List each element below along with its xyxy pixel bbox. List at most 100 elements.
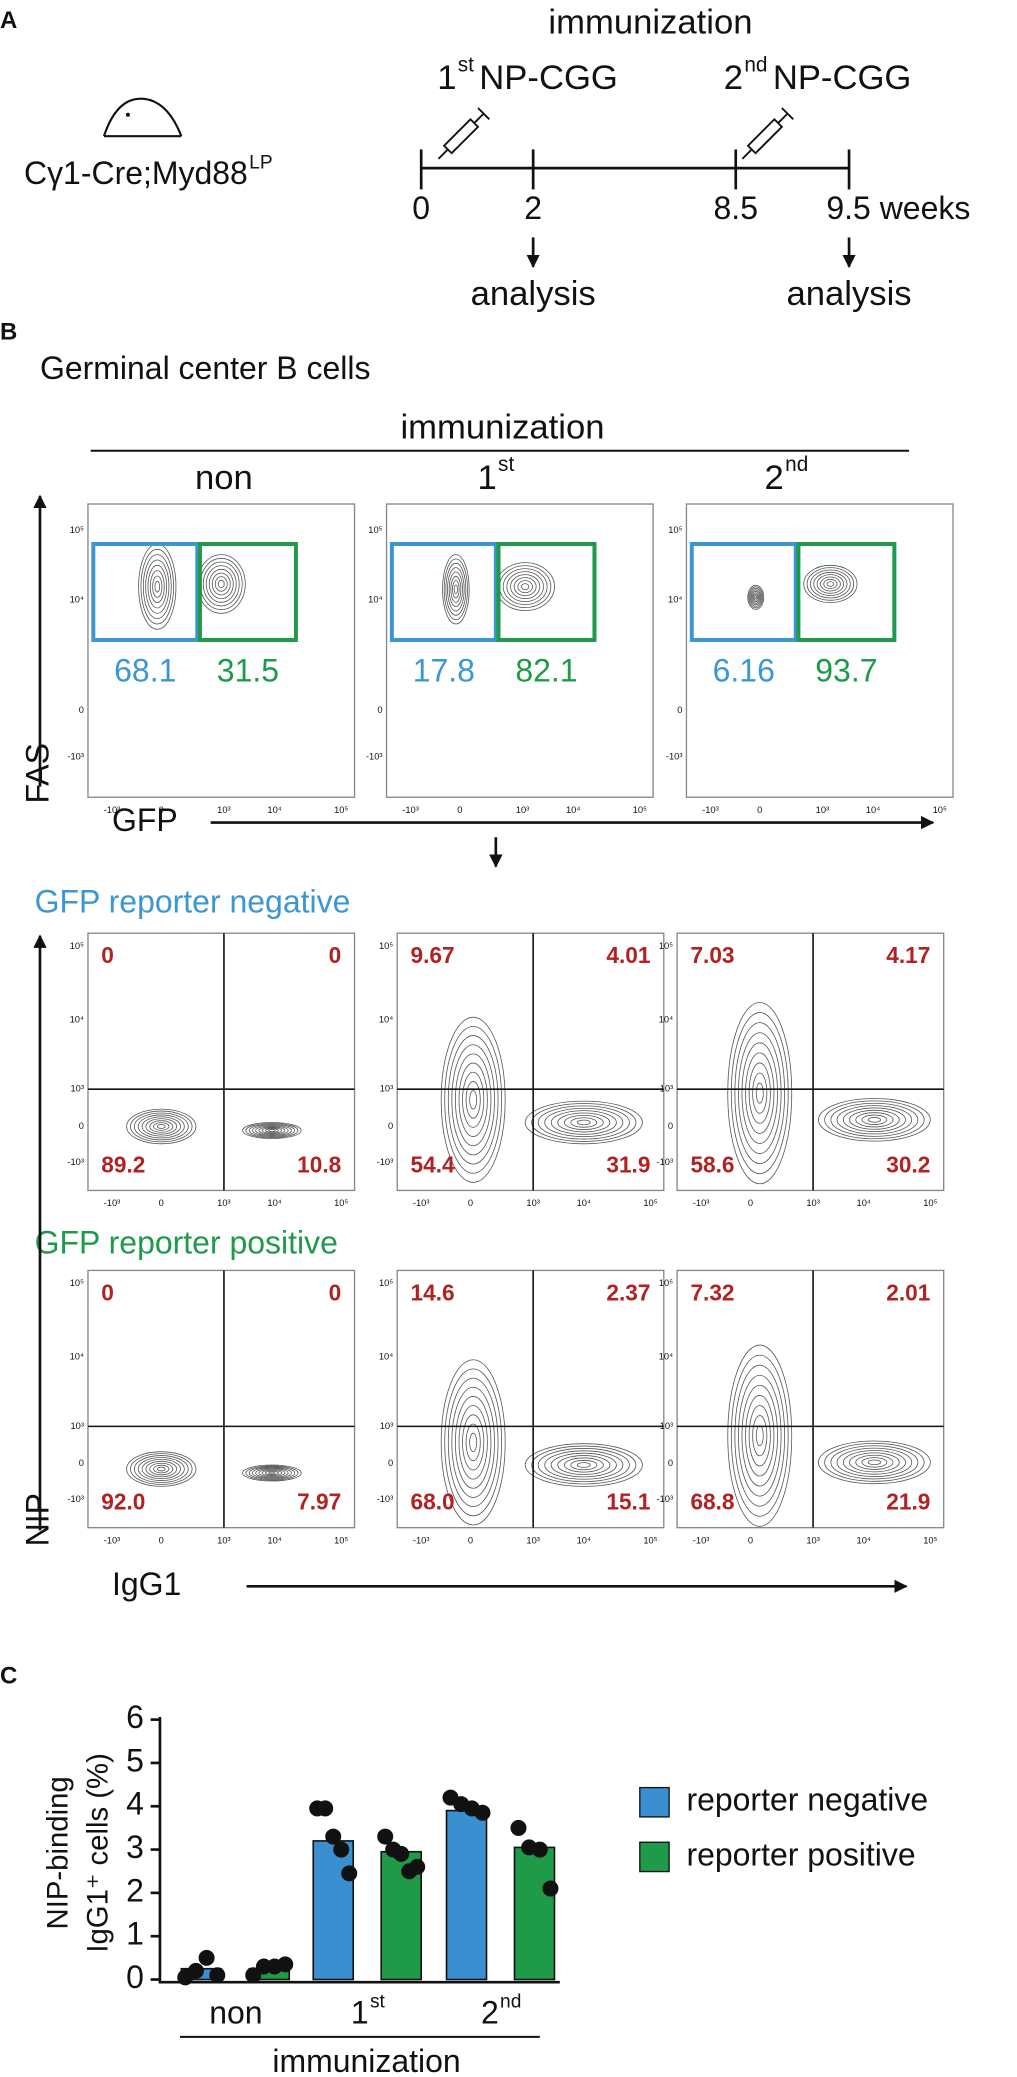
- gate-value: 93.7: [815, 653, 877, 689]
- contour: [510, 574, 541, 600]
- y-tick-label: 0: [79, 1121, 84, 1131]
- quadrant-value: 30.2: [886, 1151, 930, 1177]
- y-tick-label: 10³: [660, 1084, 673, 1094]
- y-tick-label: 10³: [380, 1421, 393, 1431]
- y-tick-label: 0: [388, 1121, 393, 1131]
- contour: [465, 1081, 481, 1119]
- x-tick-label: 0: [159, 1535, 164, 1545]
- quadrant-value: 2.01: [886, 1279, 930, 1305]
- contour: [823, 578, 838, 590]
- quadrant-value: 7.03: [690, 942, 734, 968]
- contour: [258, 1469, 286, 1477]
- data-point: [474, 1804, 491, 1821]
- quadrant-value: 31.9: [606, 1151, 650, 1177]
- data-point: [245, 1967, 262, 1984]
- contour: [826, 581, 835, 587]
- group-label-sup: nd: [500, 1992, 521, 2013]
- contour: [142, 554, 172, 620]
- contour: [563, 1114, 604, 1130]
- quadrant-value: 0: [101, 942, 114, 968]
- y-tick-label: 10⁵: [659, 1278, 673, 1288]
- y-tick-label: 0: [668, 1458, 673, 1468]
- contour: [452, 580, 460, 599]
- x-tick-label: 10³: [217, 1535, 230, 1545]
- quadrant-value: 2.37: [606, 1279, 650, 1305]
- data-point: [542, 1880, 559, 1897]
- contour: [730, 1012, 789, 1175]
- injection-label: 1st NP-CGG: [437, 54, 618, 98]
- contour: [803, 564, 858, 604]
- contour: [531, 1103, 637, 1142]
- x-axis-label: immunization: [272, 2043, 460, 2077]
- contour: [455, 1053, 492, 1147]
- y-tick-label: 10⁴: [379, 1352, 393, 1362]
- x-tick-label: 0: [457, 805, 462, 815]
- y-tick-label: 10⁴: [70, 1352, 84, 1362]
- contour: [264, 1128, 279, 1133]
- x-tick-label: 0: [748, 1198, 753, 1208]
- contour: [440, 1016, 506, 1183]
- contour: [749, 587, 763, 607]
- x-tick-label: -10³: [402, 805, 419, 815]
- quadrant-value: 10.8: [297, 1151, 341, 1177]
- x-tick-label: 10⁵: [643, 1198, 657, 1208]
- x-tick-label: 10⁵: [923, 1198, 937, 1208]
- contour: [448, 571, 463, 608]
- syringe-body: [442, 117, 480, 155]
- group-label-base: non: [209, 1995, 262, 2031]
- quadrant-value: 4.17: [886, 942, 930, 968]
- contour: [521, 583, 530, 591]
- column-label-sup: st: [498, 454, 514, 477]
- syringe-handle: [477, 107, 490, 120]
- bar: [445, 1809, 488, 1981]
- y-tick-label: 10⁴: [368, 594, 382, 604]
- contour: [147, 564, 168, 609]
- x-tick-label: 0: [757, 805, 762, 815]
- contour: [753, 593, 759, 601]
- contour: [141, 1116, 181, 1137]
- contour: [268, 1129, 276, 1132]
- contour: [268, 1471, 276, 1475]
- y-tick-label: 10³: [380, 1084, 393, 1094]
- analysis-label: analysis: [786, 275, 911, 313]
- contour: [738, 1032, 782, 1154]
- mouse-genotype-base: Cγ1-Cre;Myd88: [24, 156, 248, 192]
- x-tick-label: 10³: [217, 1198, 230, 1208]
- row-title: GFP reporter positive: [35, 1225, 338, 1261]
- y-tick-label: 3: [126, 1829, 144, 1865]
- contour: [258, 1126, 286, 1135]
- column-label: 1st: [477, 454, 514, 498]
- legend-label: reporter negative: [686, 1782, 928, 1818]
- contour: [754, 595, 758, 600]
- contour: [242, 1464, 302, 1482]
- contour: [570, 1117, 598, 1128]
- contour: [462, 1071, 485, 1128]
- contour: [458, 1062, 488, 1137]
- contour: [576, 1462, 591, 1468]
- contour: [149, 1462, 174, 1476]
- contour: [208, 568, 234, 600]
- column-label-base: 2: [765, 459, 784, 497]
- contour: [855, 1454, 894, 1470]
- gate-value: 31.5: [217, 653, 279, 689]
- contour: [836, 1105, 913, 1135]
- contour: [748, 1405, 771, 1467]
- contour: [842, 1450, 906, 1475]
- data-point: [317, 1800, 334, 1817]
- data-point: [209, 1967, 226, 1984]
- y-axis-label: IgG1⁺ cells (%): [82, 1753, 115, 1953]
- quadrant-value: 7.32: [690, 1279, 734, 1305]
- contour: [447, 567, 465, 612]
- contour: [126, 1451, 197, 1487]
- contour: [157, 1466, 166, 1472]
- contour: [738, 1374, 782, 1497]
- y-tick-label: 10⁴: [659, 1352, 673, 1362]
- contour: [830, 1445, 919, 1480]
- x-tick-label: 10³: [816, 805, 829, 815]
- y-tick-label: 10⁵: [379, 1278, 393, 1288]
- contour: [748, 1062, 771, 1124]
- x-tick-label: 10⁵: [334, 1535, 348, 1545]
- quadrant-value: 15.1: [606, 1489, 650, 1515]
- syringe-handle: [781, 107, 794, 120]
- contour: [745, 1052, 775, 1134]
